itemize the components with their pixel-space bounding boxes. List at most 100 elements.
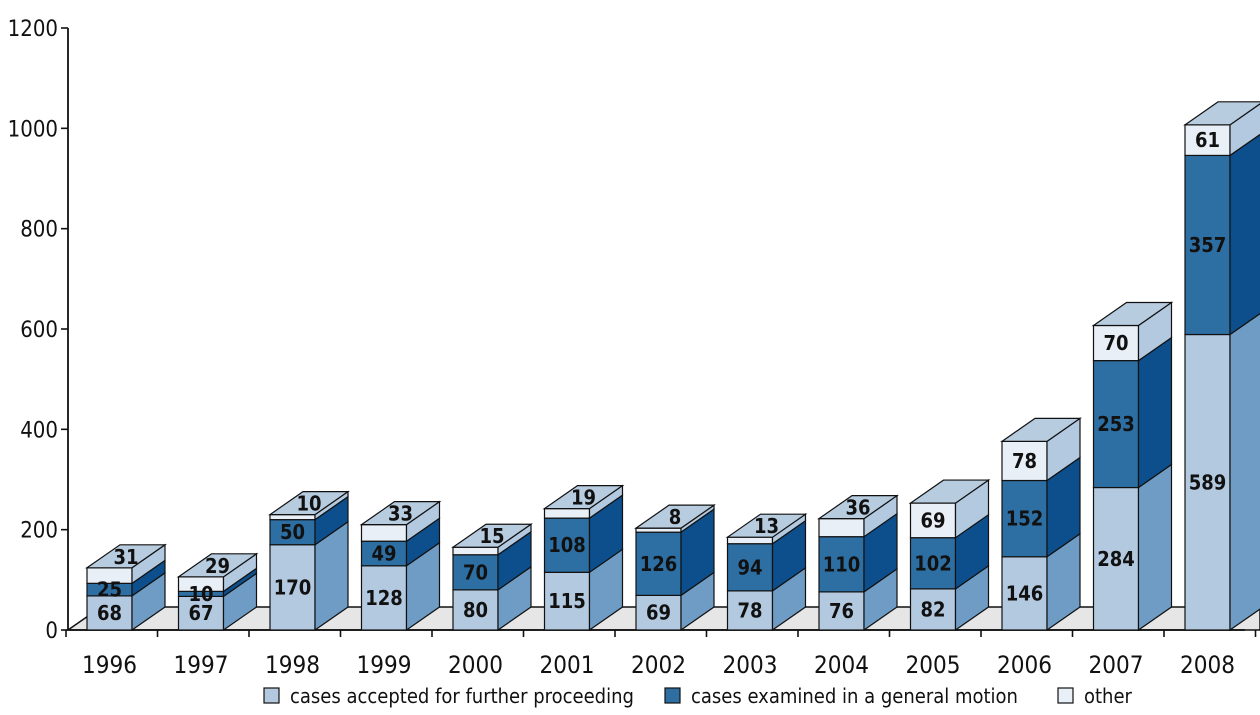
bar-top [1000,417,1082,442]
x-tick-label: 2005 [906,651,961,679]
bar-front [1092,486,1140,631]
legend: cases accepted for further proceeding cas… [263,684,1133,708]
data-label: 170 [274,575,312,599]
bar-side [1229,103,1260,157]
x-tick-label: 2002 [631,651,686,679]
bar-front [818,518,865,538]
data-label: 253 [1097,412,1135,436]
y-tick-label: 1000 [8,117,58,142]
bar-top [542,484,625,510]
data-label: 61 [1195,128,1220,152]
bar-side [1229,312,1260,632]
y-tick-label: 1200 [8,17,58,42]
bar-front [909,588,957,631]
y-tick-label: 0 [45,619,58,644]
data-label: 70 [463,560,488,584]
y-tick-label: 400 [20,418,58,443]
bar-top [634,504,716,529]
bar-top [1091,301,1174,327]
bar-front [635,531,682,596]
data-label: 110 [823,552,861,576]
bar-front [1001,440,1048,482]
legend-swatch [263,687,280,704]
data-label: 50 [280,520,305,544]
data-label: 8 [669,505,682,529]
bar-top [451,523,533,548]
data-label: 152 [1006,507,1044,531]
x-tick-label: 2003 [723,651,778,679]
x-tick-label: 2006 [997,651,1052,679]
bar-front [269,519,316,546]
bar-front [726,543,774,592]
bar-top [176,553,259,578]
data-label: 78 [737,598,762,622]
x-tick-label: 2001 [540,651,595,679]
data-label: 115 [548,589,586,613]
bar-front [818,536,865,593]
data-label: 13 [754,514,779,538]
x-tick-label: 1998 [265,651,320,679]
data-label: 69 [646,601,671,625]
data-label: 33 [388,502,413,526]
bar-top [359,501,442,526]
bar-front [452,554,499,591]
bar-front [909,537,957,590]
data-label: 69 [920,508,945,532]
data-label: 284 [1097,547,1135,571]
bar-top [817,495,899,520]
bar-top [1183,101,1260,126]
axes: 0 200 400 600 800 1000 1200 1996 1997 1998 1999 200… [8,17,1257,679]
x-tick-label: 2007 [1089,651,1144,679]
bar-front [635,594,682,631]
bar-top [85,544,167,569]
bars [85,101,1260,632]
bar-front [543,507,591,519]
bar-top [725,513,808,538]
y-tick-label: 200 [20,519,58,544]
bar-top [268,491,350,516]
value-labels: 6825316710291705010128493380701511510819… [97,128,1226,625]
x-tick-label: 2004 [814,651,869,679]
data-label: 67 [188,601,213,625]
bar-front [452,589,499,631]
data-label: 94 [737,555,762,579]
data-label: 128 [365,586,403,610]
bar-front [1001,479,1048,558]
data-label: 10 [188,582,213,606]
data-label: 31 [113,545,138,569]
bar-front [177,595,225,631]
data-label: 146 [1006,581,1044,605]
legend-label: other [1084,684,1133,708]
data-label: 68 [97,601,122,625]
data-label: 19 [571,486,596,510]
data-label: 108 [548,533,586,557]
legend-swatch [664,687,681,704]
legend-label: cases examined in a general motion [691,684,1018,708]
x-tick-label: 1996 [82,651,137,679]
bar-top [908,479,991,504]
y-tick-label: 600 [20,318,58,343]
x-tick-label: 2008 [1180,651,1235,679]
data-label: 78 [1012,449,1037,473]
legend-label: cases accepted for further proceeding [290,684,634,708]
bar-front [818,591,865,631]
data-label: 70 [1103,331,1128,355]
data-label: 15 [479,524,504,548]
data-label: 102 [914,551,952,575]
bar-front [360,524,408,542]
x-tick-label: 2000 [448,651,503,679]
bar-front [1184,154,1231,336]
bar-front [543,571,591,631]
data-label: 82 [920,597,945,621]
x-tick-label: 1997 [174,651,229,679]
bar-side [1137,336,1173,489]
data-label: 126 [640,552,678,576]
data-label: 80 [463,598,488,622]
legend-swatch [1057,687,1074,704]
data-label: 29 [205,554,230,578]
data-label: 357 [1189,233,1227,257]
bar-front [360,540,408,567]
bar-front [1001,556,1048,631]
bar-front [452,546,499,556]
